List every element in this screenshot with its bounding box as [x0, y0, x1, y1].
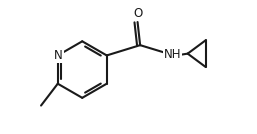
Text: O: O: [133, 7, 142, 20]
Text: N: N: [53, 49, 62, 62]
Text: NH: NH: [163, 48, 181, 61]
